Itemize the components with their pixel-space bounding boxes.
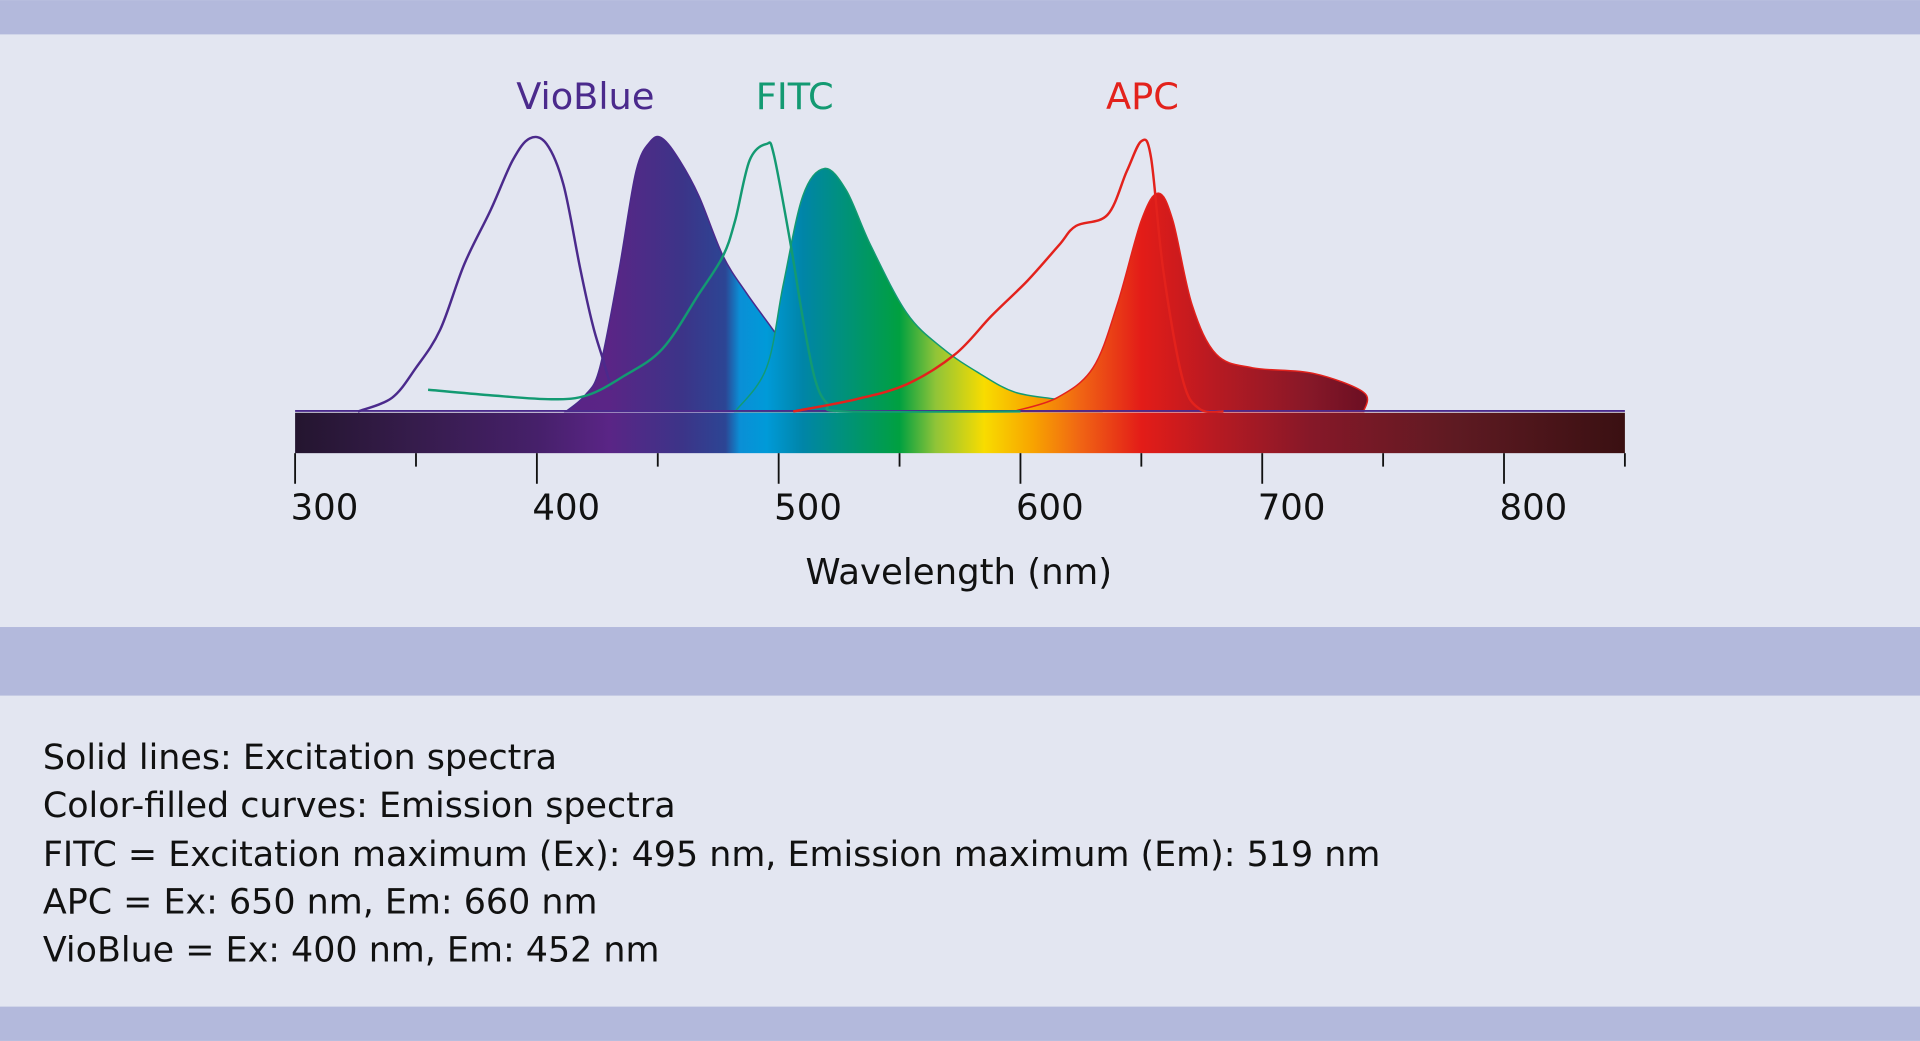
legend-line: APC = Ex: 650 nm, Em: 660 nm bbox=[43, 883, 598, 923]
legend-line: Solid lines: Excitation spectra bbox=[43, 738, 557, 778]
apc-emission-curve bbox=[1012, 192, 1369, 413]
middle-band bbox=[0, 627, 1920, 696]
top-band bbox=[0, 0, 1920, 35]
spectrum-bar bbox=[295, 412, 1625, 454]
emission-curves bbox=[563, 135, 1369, 413]
x-tick-label: 500 bbox=[774, 487, 842, 528]
vioblue-excitation-curve bbox=[357, 135, 614, 413]
legend-line: Color-filled curves: Emission spectra bbox=[43, 786, 676, 826]
legend: Solid lines: Excitation spectra Color-fi… bbox=[43, 738, 1380, 970]
x-tick-label: 700 bbox=[1258, 487, 1326, 528]
x-tick-label: 600 bbox=[1016, 487, 1084, 528]
bottom-band bbox=[0, 1006, 1920, 1041]
x-tick-label: 800 bbox=[1500, 487, 1568, 528]
legend-line: VioBlue = Ex: 400 nm, Em: 452 nm bbox=[43, 930, 660, 970]
legend-line: FITC = Excitation maximum (Ex): 495 nm, … bbox=[43, 835, 1380, 875]
x-axis: 300 400 500 600 700 800 bbox=[291, 453, 1626, 528]
fitc-excitation-curve bbox=[427, 141, 1021, 414]
x-axis-label: Wavelength (nm) bbox=[805, 552, 1112, 593]
label-apc: APC bbox=[1106, 75, 1179, 118]
excitation-curves bbox=[357, 135, 1224, 414]
fitc-emission-curve bbox=[733, 167, 1103, 413]
x-tick-label: 300 bbox=[291, 487, 359, 528]
label-fitc: FITC bbox=[756, 75, 834, 118]
x-tick-label: 400 bbox=[532, 487, 600, 528]
label-vioblue: VioBlue bbox=[516, 75, 654, 118]
apc-excitation-curve bbox=[792, 138, 1224, 414]
